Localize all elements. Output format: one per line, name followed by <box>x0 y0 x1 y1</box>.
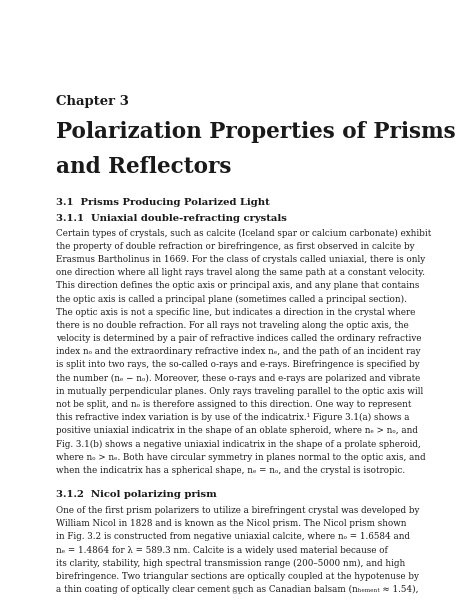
Text: index nₒ and the extraordinary refractive index nₑ, and the path of an incident : index nₒ and the extraordinary refractiv… <box>56 347 420 356</box>
Text: This direction defines the optic axis or principal axis, and any plane that cont: This direction defines the optic axis or… <box>56 281 419 291</box>
Text: one direction where all light rays travel along the same path at a constant velo: one direction where all light rays trave… <box>56 268 425 277</box>
Text: is split into two rays, the so-called o-rays and e-rays. Birefringence is specif: is split into two rays, the so-called o-… <box>56 360 419 370</box>
Text: One of the first prism polarizers to utilize a birefringent crystal was develope: One of the first prism polarizers to uti… <box>56 506 419 515</box>
Text: there is no double refraction. For all rays not traveling along the optic axis, : there is no double refraction. For all r… <box>56 321 409 330</box>
Text: its clarity, stability, high spectral transmission range (200–5000 nm), and high: its clarity, stability, high spectral tr… <box>56 559 405 568</box>
Text: Chapter 3: Chapter 3 <box>56 95 129 108</box>
Text: and Reflectors: and Reflectors <box>56 156 231 178</box>
Text: nₑ = 1.4864 for λ = 589.3 nm. Calcite is a widely used material because of: nₑ = 1.4864 for λ = 589.3 nm. Calcite is… <box>56 546 388 555</box>
Text: in mutually perpendicular planes. Only rays traveling parallel to the optic axis: in mutually perpendicular planes. Only r… <box>56 387 423 396</box>
Text: 61: 61 <box>231 587 243 596</box>
Text: in Fig. 3.2 is constructed from negative uniaxial calcite, where nₒ = 1.6584 and: in Fig. 3.2 is constructed from negative… <box>56 533 410 541</box>
Text: where nₒ > nₑ. Both have circular symmetry in planes normal to the optic axis, a: where nₒ > nₑ. Both have circular symmet… <box>56 453 426 462</box>
Text: William Nicol in 1828 and is known as the Nicol prism. The Nicol prism shown: William Nicol in 1828 and is known as th… <box>56 519 406 528</box>
Text: this refractive index variation is by use of the indicatrix.¹ Figure 3.1(a) show: this refractive index variation is by us… <box>56 413 410 422</box>
Text: Polarization Properties of Prisms: Polarization Properties of Prisms <box>56 121 456 143</box>
Text: Fig. 3.1(b) shows a negative uniaxial indicatrix in the shape of a prolate spher: Fig. 3.1(b) shows a negative uniaxial in… <box>56 440 421 449</box>
Text: a thin coating of optically clear cement such as Canadian balsam (nₕₑₘₑₙₜ ≈ 1.54: a thin coating of optically clear cement… <box>56 585 419 594</box>
Text: The optic axis is not a specific line, but indicates a direction in the crystal : The optic axis is not a specific line, b… <box>56 308 415 317</box>
Text: 3.1.2  Nicol polarizing prism: 3.1.2 Nicol polarizing prism <box>56 490 217 499</box>
Text: the number (nₑ − nₒ). Moreover, these o-rays and e-rays are polarized and vibrat: the number (nₑ − nₒ). Moreover, these o-… <box>56 374 420 383</box>
Text: positive uniaxial indicatrix in the shape of an oblate spheroid, where nₑ > nₒ, : positive uniaxial indicatrix in the shap… <box>56 427 418 435</box>
Text: Erasmus Bartholinus in 1669. For the class of crystals called uniaxial, there is: Erasmus Bartholinus in 1669. For the cla… <box>56 255 425 264</box>
Text: when the indicatrix has a spherical shape, nₑ = nₒ, and the crystal is isotropic: when the indicatrix has a spherical shap… <box>56 466 405 475</box>
Text: 3.1  Prisms Producing Polarized Light: 3.1 Prisms Producing Polarized Light <box>56 198 270 207</box>
Text: the optic axis is called a principal plane (sometimes called a principal section: the optic axis is called a principal pla… <box>56 295 407 303</box>
Text: not be split, and nₒ is therefore assigned to this direction. One way to represe: not be split, and nₒ is therefore assign… <box>56 400 411 409</box>
Text: velocity is determined by a pair of refractive indices called the ordinary refra: velocity is determined by a pair of refr… <box>56 334 421 343</box>
Text: Certain types of crystals, such as calcite (Iceland spar or calcium carbonate) e: Certain types of crystals, such as calci… <box>56 229 431 238</box>
Text: 3.1.1  Uniaxial double-refracting crystals: 3.1.1 Uniaxial double-refracting crystal… <box>56 214 287 223</box>
Text: birefringence. Two triangular sections are optically coupled at the hypotenuse b: birefringence. Two triangular sections a… <box>56 572 419 581</box>
Text: the property of double refraction or birefringence, as first observed in calcite: the property of double refraction or bir… <box>56 242 415 251</box>
